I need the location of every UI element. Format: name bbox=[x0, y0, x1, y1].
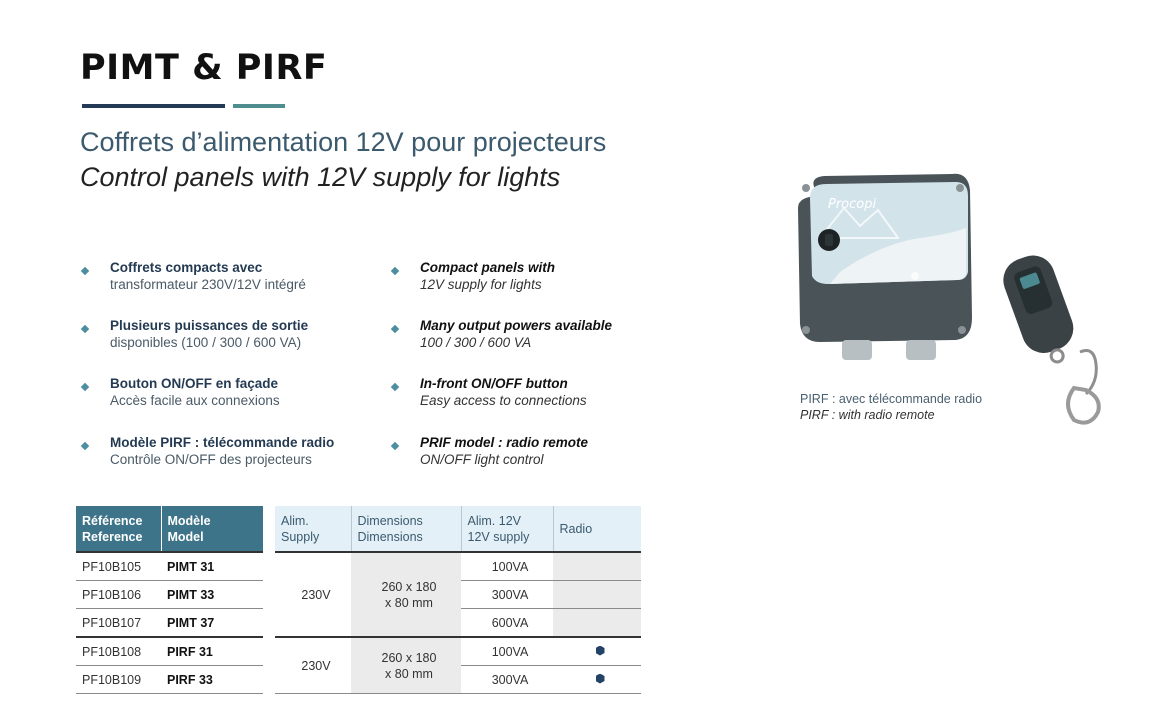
header-radio: Radio bbox=[552, 506, 641, 553]
cell-model: PIMT 31 bbox=[161, 552, 263, 581]
cell-dimensions: 260 x 180 x 80 mm bbox=[351, 637, 461, 694]
header-supply: Alim. Supply bbox=[275, 506, 351, 553]
title-underline-teal bbox=[233, 104, 285, 108]
table-row: PF10B108 PIRF 31 230V 260 x 180 x 80 mm … bbox=[76, 637, 641, 694]
diamond-bullet-icon bbox=[390, 266, 400, 276]
feature-desc: Easy access to connections bbox=[420, 393, 587, 408]
feature-title: Compact panels with bbox=[420, 260, 556, 275]
cell-power: 300VA bbox=[461, 665, 553, 694]
table-row: PF10B106 PIMT 33 300VA bbox=[76, 580, 641, 609]
radio-remote-icon bbox=[1003, 255, 1074, 364]
cell-reference: PF10B107 bbox=[76, 608, 161, 638]
cable-gland-icon bbox=[906, 340, 936, 360]
table-row: PF10B107 PIMT 37 600VA bbox=[76, 608, 641, 638]
cell-radio bbox=[553, 552, 641, 581]
header-dimensions: Dimensions Dimensions bbox=[350, 506, 461, 553]
page-title: PIMT & PIRF bbox=[80, 48, 328, 88]
cell-radio bbox=[553, 608, 641, 638]
cell-power: 100VA bbox=[461, 637, 553, 666]
diamond-bullet-icon bbox=[80, 441, 90, 451]
panel-logo-text: Procopi bbox=[828, 197, 876, 212]
cell-power: 600VA bbox=[461, 608, 553, 638]
title-underline-dark bbox=[82, 104, 225, 108]
feature-desc: Contrôle ON/OFF des projecteurs bbox=[110, 452, 312, 467]
cell-reference: PF10B106 bbox=[76, 580, 161, 609]
diamond-bullet-icon bbox=[80, 382, 90, 392]
cell-model: PIMT 33 bbox=[161, 580, 263, 609]
cell-model: PIMT 37 bbox=[161, 608, 263, 638]
cell-supply: 230V bbox=[275, 552, 351, 638]
product-caption: PIRF : avec télécommande radio PIRF : wi… bbox=[800, 391, 982, 423]
header-12v-supply: Alim. 12V 12V supply bbox=[460, 506, 553, 553]
feature-title: In-front ON/OFF button bbox=[420, 376, 568, 391]
feature-desc: 100 / 300 / 600 VA bbox=[420, 335, 532, 350]
cell-reference: PF10B108 bbox=[76, 637, 161, 666]
feature-title: Bouton ON/OFF en façade bbox=[110, 376, 279, 391]
feature-title: Many output powers available bbox=[420, 318, 613, 333]
header-model: Modèle Model bbox=[160, 506, 263, 553]
cell-radio bbox=[553, 580, 641, 609]
feature-desc: ON/OFF light control bbox=[420, 452, 544, 467]
feature-title: Modèle PIRF : télécommande radio bbox=[110, 435, 335, 450]
diamond-bullet-icon bbox=[80, 324, 90, 334]
caption-french: PIRF : avec télécommande radio bbox=[800, 392, 983, 406]
feature-desc: disponibles (100 / 300 / 600 VA) bbox=[110, 335, 302, 350]
diamond-bullet-icon bbox=[390, 441, 400, 451]
diamond-bullet-icon bbox=[390, 324, 400, 334]
diamond-bullet-icon bbox=[80, 266, 90, 276]
feature-desc: transformateur 230V/12V intégré bbox=[110, 277, 306, 292]
cell-supply: 230V bbox=[275, 637, 351, 694]
cell-power: 300VA bbox=[461, 580, 553, 609]
subtitle-french: Coffrets d’alimentation 12V pour project… bbox=[80, 127, 607, 157]
feature-title: Plusieurs puissances de sortie bbox=[110, 318, 309, 333]
spec-table: Référence Reference Modèle Model Alim. S… bbox=[76, 506, 641, 694]
feature-title: PRIF model : radio remote bbox=[420, 435, 589, 450]
cell-radio bbox=[553, 665, 641, 694]
hexagon-dot-icon bbox=[595, 645, 605, 656]
feature-desc: 12V supply for lights bbox=[420, 277, 542, 292]
cell-reference: PF10B109 bbox=[76, 665, 161, 694]
cell-dimensions: 260 x 180 x 80 mm bbox=[351, 552, 461, 638]
table-header-row: Référence Reference Modèle Model Alim. S… bbox=[76, 506, 641, 553]
header-reference: Référence Reference bbox=[76, 506, 161, 553]
table-row: PF10B105 PIMT 31 230V 260 x 180 x 80 mm … bbox=[76, 552, 641, 638]
table-row: PF10B109 PIRF 33 300VA bbox=[76, 665, 641, 694]
control-panel-box: Procopi bbox=[798, 173, 972, 360]
cell-power: 100VA bbox=[461, 552, 553, 581]
hexagon-dot-icon bbox=[595, 673, 605, 684]
cable-gland-icon bbox=[842, 340, 872, 360]
diamond-bullet-icon bbox=[390, 382, 400, 392]
cell-radio bbox=[553, 637, 641, 666]
caption-english: PIRF : with radio remote bbox=[800, 408, 935, 422]
feature-title: Coffrets compacts avec bbox=[110, 260, 263, 275]
product-image: Procopi bbox=[798, 173, 1101, 425]
feature-desc: Accès facile aux connexions bbox=[110, 393, 280, 408]
subtitle-english: Control panels with 12V supply for light… bbox=[80, 162, 561, 192]
cell-model: PIRF 31 bbox=[161, 637, 263, 666]
cell-reference: PF10B105 bbox=[76, 552, 161, 581]
cell-model: PIRF 33 bbox=[161, 665, 263, 694]
key-ring-icon bbox=[1066, 349, 1101, 425]
